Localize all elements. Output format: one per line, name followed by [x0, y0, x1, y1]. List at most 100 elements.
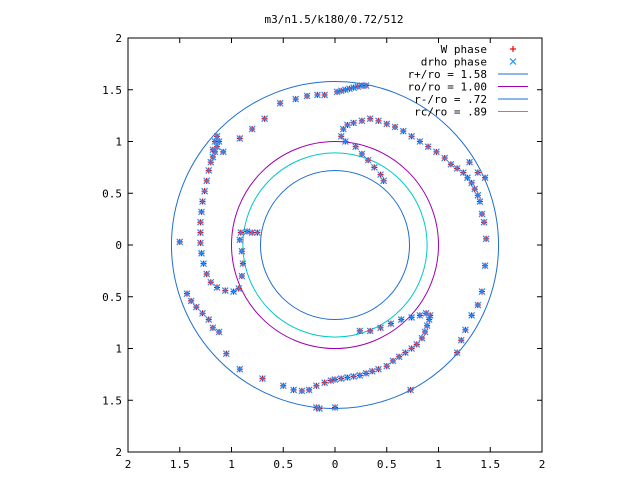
drho-phase-point: [418, 334, 426, 342]
drho-phase-point: [209, 153, 217, 161]
drho-phase-point: [471, 185, 479, 193]
drho-phase-point: [457, 336, 465, 344]
y-tick-label: 2: [115, 446, 122, 459]
drho-phase-point: [377, 171, 384, 179]
drho-phase-point: [222, 350, 230, 358]
y-axis-ticks: 2 1.5 1 0.5 0 0.5 1 1.5 2: [102, 32, 542, 459]
x-tick-label: 1: [435, 458, 442, 471]
drho-phase-point: [356, 327, 364, 335]
legend-label-drho-phase: drho phase: [421, 56, 487, 69]
drho-phase-point: [197, 229, 204, 237]
drho-phase-point: [333, 88, 341, 96]
drho-phase-point: [261, 115, 269, 123]
drho-phase-point: [211, 138, 219, 145]
y-tick-label: 1: [115, 136, 122, 149]
circle-0-89: [242, 152, 428, 338]
x-tick-label: 1: [228, 458, 235, 471]
y-tick-label: 0.5: [102, 187, 122, 200]
drho-phase-point: [433, 148, 440, 156]
drho-phase-point: [482, 235, 490, 243]
drho-phase-point: [453, 349, 461, 357]
drho-phase-point: [238, 247, 246, 255]
x-tick-label: 0.5: [377, 458, 397, 471]
drho-phase-point: [459, 169, 467, 176]
drho-phase-point: [481, 174, 489, 182]
drho-phase-point: [303, 92, 311, 100]
drho-phase-point: [416, 138, 424, 145]
drho-phase-point: [230, 288, 237, 295]
circle-0-72: [259, 169, 411, 321]
drho-phase-point: [236, 365, 244, 373]
drho-phase-point: [201, 187, 209, 195]
circle-1-58: [170, 80, 500, 410]
drho-phase-point: [298, 387, 306, 395]
drho-phase-point: [197, 239, 204, 247]
legend-label-circle: r+/ro = 1.58: [408, 68, 487, 81]
drho-phase-point: [209, 324, 217, 332]
drho-phase-point: [187, 297, 195, 305]
drho-phase-point: [481, 262, 489, 270]
drho-phase-point: [424, 143, 432, 151]
drho-phase-point: [236, 134, 244, 142]
drho-phase-point: [213, 284, 221, 291]
drho-phase-point: [395, 353, 403, 361]
drho-phase-point: [259, 375, 266, 382]
drho-phase-point: [248, 229, 256, 237]
drho-phase-point: [331, 404, 339, 411]
drho-phase-point: [239, 260, 247, 268]
drho-phase-point: [198, 249, 205, 257]
y-tick-label: 0.5: [102, 291, 122, 304]
drho-phase-point: [480, 218, 488, 226]
drho-phase-point: [478, 288, 486, 295]
y-tick-label: 1: [115, 343, 122, 356]
drho-phase-point: [213, 132, 221, 140]
drho-phase-point: [397, 316, 405, 323]
drho-phase-point: [203, 270, 211, 278]
drho-phase-point: [292, 95, 300, 103]
drho-phase-point: [387, 320, 395, 328]
drho-phase-point: [205, 316, 213, 323]
drho-phase-point: [207, 278, 215, 286]
drho-phase-point: [343, 121, 351, 129]
drho-phase-point: [408, 132, 416, 140]
drho-phase-point: [321, 379, 329, 387]
legend-label-w-phase: W phase: [441, 43, 487, 56]
drho-phase-point: [192, 303, 200, 311]
x-tick-label: 0: [332, 458, 339, 471]
drho-phase-point: [276, 99, 284, 107]
drho-phase-point: [476, 198, 484, 205]
drho-phase-point: [343, 374, 351, 381]
drho-phase-point: [464, 174, 471, 182]
drho-phase-point: [337, 87, 345, 95]
circle-1: [231, 141, 439, 349]
drho-phase-point: [312, 404, 320, 411]
y-tick-label: 0: [115, 239, 122, 252]
drho-phase-point: [441, 154, 449, 162]
chart-title: m3/n1.5/k180/0.72/512: [264, 13, 403, 26]
drho-phase-point: [370, 163, 378, 171]
drho-phase-point: [423, 322, 431, 330]
drho-phase-point: [461, 326, 469, 334]
legend-sample-drho-phase: [509, 58, 517, 65]
legend-sample-w-phase: [510, 46, 516, 52]
drho-phase-point: [416, 311, 424, 319]
drho-phase-point: [197, 218, 204, 226]
drho-phase-point: [199, 198, 206, 205]
drho-phase-point: [368, 367, 376, 375]
drho-phase-point: [209, 146, 217, 154]
drho-phase-point: [399, 127, 407, 135]
x-tick-label: 0.5: [273, 458, 293, 471]
legend-label-circle: r-/ro = .72: [414, 93, 487, 106]
drho-phase-point: [237, 229, 245, 237]
drho-phase-point: [312, 382, 320, 390]
drho-phase-point: [236, 236, 244, 244]
drho-phase-point: [468, 179, 476, 187]
x-tick-label: 1.5: [170, 458, 190, 471]
drho-phase-point: [205, 167, 213, 174]
drho-phase-point: [279, 382, 287, 390]
drho-phase-point: [421, 328, 429, 336]
drho-phase-point: [466, 158, 473, 166]
drho-phase-point: [199, 309, 206, 317]
drho-phase-point: [290, 386, 298, 394]
